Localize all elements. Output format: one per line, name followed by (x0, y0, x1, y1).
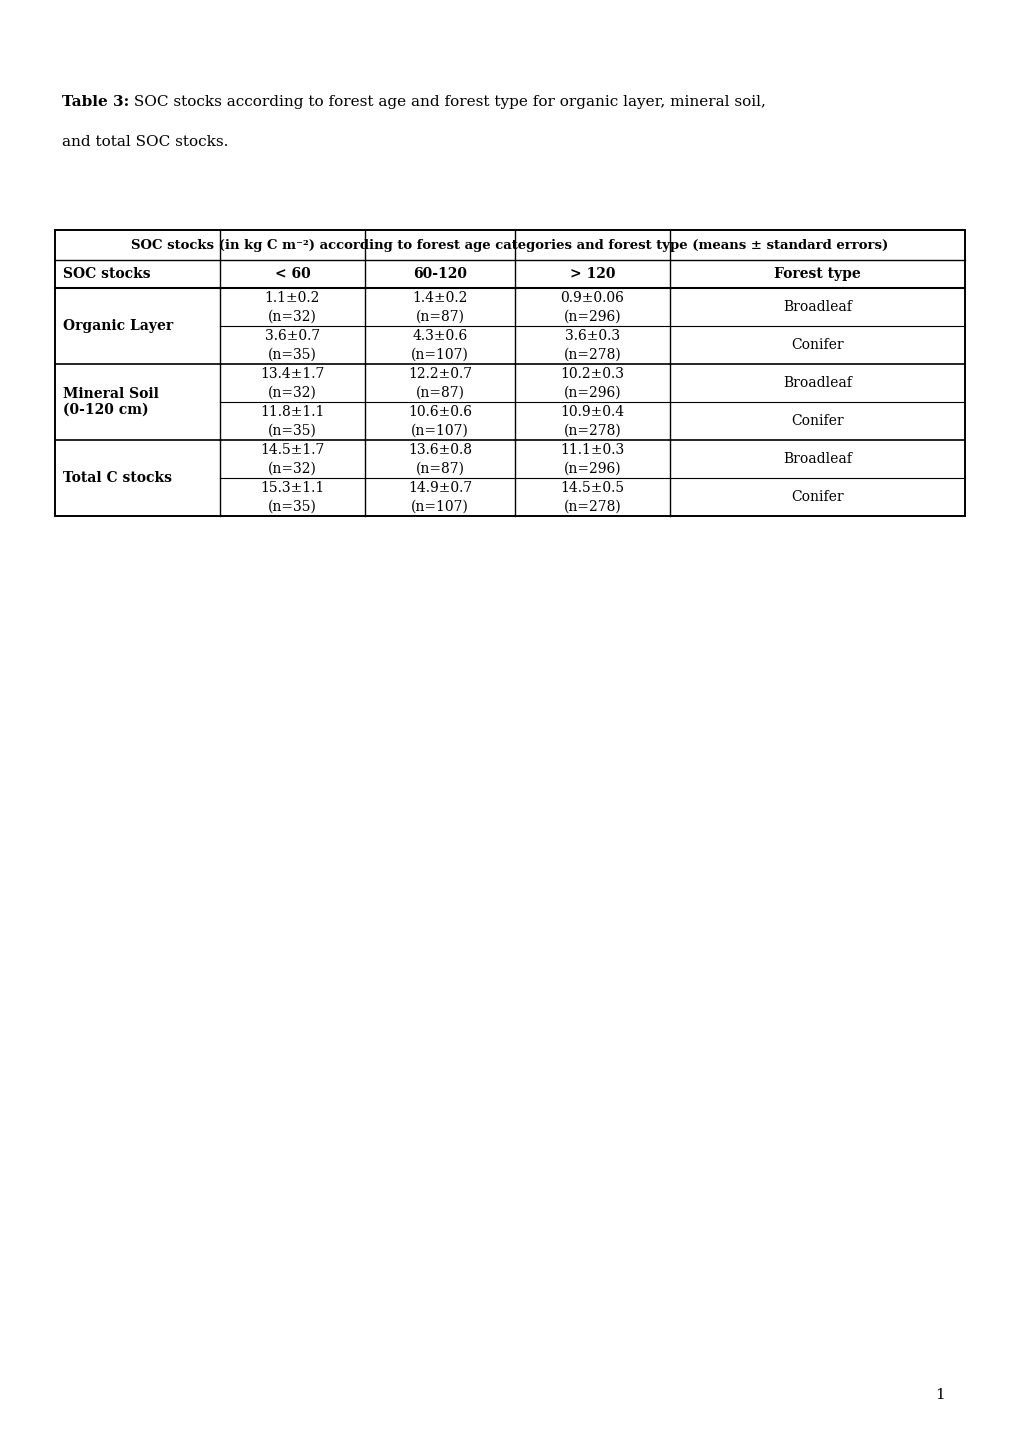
Text: < 60: < 60 (274, 267, 310, 281)
Text: (n=278): (n=278) (564, 424, 621, 439)
Text: (n=296): (n=296) (564, 385, 621, 400)
Text: (n=107): (n=107) (411, 424, 469, 439)
Text: Forest type: Forest type (773, 267, 860, 281)
Text: Table 3:: Table 3: (62, 95, 129, 110)
Text: (n=35): (n=35) (268, 424, 317, 439)
Text: (n=87): (n=87) (415, 462, 464, 476)
Text: 10.6±0.6: 10.6±0.6 (408, 405, 472, 418)
Text: (n=35): (n=35) (268, 348, 317, 362)
Text: Conifer: Conifer (791, 338, 843, 352)
Text: 13.4±1.7: 13.4±1.7 (260, 367, 324, 381)
Text: Mineral Soil: Mineral Soil (63, 387, 159, 401)
Text: 1: 1 (934, 1388, 944, 1403)
Text: (n=278): (n=278) (564, 501, 621, 514)
Text: (n=107): (n=107) (411, 348, 469, 362)
Text: Broadleaf: Broadleaf (783, 377, 851, 390)
Text: (n=32): (n=32) (268, 310, 317, 325)
Text: > 120: > 120 (570, 267, 614, 281)
Text: 4.3±0.6: 4.3±0.6 (412, 329, 467, 343)
Text: 3.6±0.3: 3.6±0.3 (565, 329, 620, 343)
Text: 14.5±0.5: 14.5±0.5 (559, 481, 624, 495)
Text: 10.9±0.4: 10.9±0.4 (559, 405, 624, 418)
Text: Total C stocks: Total C stocks (63, 470, 172, 485)
Text: (n=296): (n=296) (564, 310, 621, 325)
Text: Conifer: Conifer (791, 414, 843, 429)
Text: (0-120 cm): (0-120 cm) (63, 403, 149, 417)
Text: Broadleaf: Broadleaf (783, 300, 851, 315)
Text: 11.1±0.3: 11.1±0.3 (559, 443, 624, 457)
Text: 14.5±1.7: 14.5±1.7 (260, 443, 324, 457)
Text: Organic Layer: Organic Layer (63, 319, 173, 333)
Text: (n=87): (n=87) (415, 385, 464, 400)
Text: Broadleaf: Broadleaf (783, 452, 851, 466)
Text: (n=87): (n=87) (415, 310, 464, 325)
Text: SOC stocks according to forest age and forest type for organic layer, mineral so: SOC stocks according to forest age and f… (128, 95, 765, 110)
Text: 14.9±0.7: 14.9±0.7 (408, 481, 472, 495)
Text: 0.9±0.06: 0.9±0.06 (560, 291, 624, 304)
Text: 15.3±1.1: 15.3±1.1 (260, 481, 324, 495)
Text: SOC stocks (in kg C m⁻²) according to forest age categories and forest type (mea: SOC stocks (in kg C m⁻²) according to fo… (131, 238, 888, 251)
Text: (n=296): (n=296) (564, 462, 621, 476)
Text: SOC stocks: SOC stocks (63, 267, 151, 281)
Text: 60-120: 60-120 (413, 267, 467, 281)
Text: (n=35): (n=35) (268, 501, 317, 514)
Text: (n=32): (n=32) (268, 385, 317, 400)
Text: (n=278): (n=278) (564, 348, 621, 362)
Text: 3.6±0.7: 3.6±0.7 (265, 329, 320, 343)
Text: 1.4±0.2: 1.4±0.2 (412, 291, 468, 304)
Text: 10.2±0.3: 10.2±0.3 (560, 367, 624, 381)
Text: and total SOC stocks.: and total SOC stocks. (62, 136, 228, 149)
Text: (n=32): (n=32) (268, 462, 317, 476)
Text: (n=107): (n=107) (411, 501, 469, 514)
Bar (55, 229, 964, 517)
Text: 12.2±0.7: 12.2±0.7 (408, 367, 472, 381)
Text: 11.8±1.1: 11.8±1.1 (260, 405, 324, 418)
Text: Conifer: Conifer (791, 491, 843, 504)
Text: 1.1±0.2: 1.1±0.2 (265, 291, 320, 304)
Text: 13.6±0.8: 13.6±0.8 (408, 443, 472, 457)
